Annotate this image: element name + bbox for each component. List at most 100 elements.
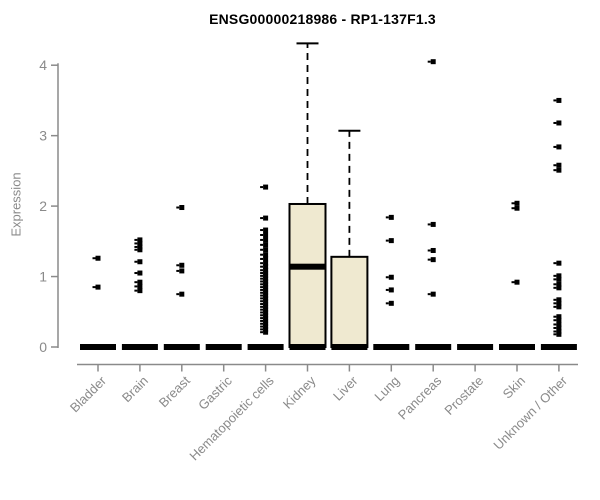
median-line-unknown-other	[540, 344, 577, 350]
outlier-nub	[427, 258, 431, 261]
outlier-point	[388, 287, 394, 293]
box-liver	[330, 255, 369, 349]
outlier-point	[556, 281, 562, 287]
outlier-point	[263, 273, 269, 279]
outlier-point	[556, 97, 562, 103]
outlier-point	[263, 260, 269, 266]
outlier-point	[263, 290, 269, 296]
outlier-nub	[553, 274, 557, 277]
median-line-breast	[163, 344, 200, 350]
outlier-nub	[385, 239, 389, 242]
median-line-pancreas	[415, 344, 452, 350]
outlier-nub	[176, 293, 180, 296]
outlier-nub	[553, 315, 557, 318]
outlier-point	[263, 184, 269, 190]
outlier-nub	[92, 257, 96, 260]
outlier-point	[556, 167, 562, 173]
outlier-point	[556, 276, 562, 282]
outlier-point	[179, 291, 185, 297]
outlier-nub	[553, 323, 557, 326]
outlier-point	[556, 162, 562, 168]
chart-title: ENSG00000218986 - RP1-137F1.3	[209, 11, 436, 27]
outlier-nub	[385, 276, 389, 279]
outlier-nub	[260, 311, 264, 314]
outlier-nub	[427, 223, 431, 226]
outlier-point	[430, 291, 436, 297]
outlier-nub	[385, 288, 389, 291]
outlier-point	[556, 304, 562, 310]
y-tick-label: 1	[39, 268, 47, 284]
outlier-nub	[553, 326, 557, 329]
outlier-point	[263, 326, 269, 332]
outlier-point	[137, 283, 143, 289]
outlier-point	[556, 285, 562, 291]
outlier-nub	[553, 164, 557, 167]
outlier-nub	[553, 305, 557, 308]
x-tick-label-breast: Breast	[156, 373, 193, 410]
outlier-point	[430, 257, 436, 263]
outlier-point	[263, 307, 269, 313]
outlier-point	[556, 260, 562, 266]
outlier-point	[137, 270, 143, 276]
y-tick-label: 3	[39, 128, 47, 144]
outlier-nub	[553, 99, 557, 102]
x-tick-label-pancreas: Pancreas	[395, 373, 445, 423]
median-line-lung	[373, 344, 410, 350]
x-tick-label-lung: Lung	[371, 373, 402, 404]
outlier-nub	[260, 317, 264, 320]
outlier-nub	[553, 319, 557, 322]
outlier-nub	[260, 229, 264, 232]
outlier-nub	[260, 262, 264, 265]
outlier-nub	[553, 286, 557, 289]
outlier-nub	[260, 305, 264, 308]
outlier-point	[556, 120, 562, 126]
outlier-point	[556, 273, 562, 279]
outlier-nub	[260, 308, 264, 311]
outlier-point	[556, 300, 562, 306]
outlier-nub	[511, 281, 515, 284]
outlier-point	[556, 317, 562, 323]
outlier-nub	[553, 121, 557, 124]
outlier-point	[263, 267, 269, 273]
x-tick-label-liver: Liver	[330, 373, 361, 404]
outlier-nub	[134, 238, 138, 241]
outlier-point	[263, 324, 269, 330]
median-line-bladder	[80, 344, 116, 350]
outlier-nub	[427, 60, 431, 63]
outlier-point	[263, 264, 269, 270]
outlier-nub	[260, 328, 264, 331]
outlier-nub	[260, 269, 264, 272]
x-tick-label-bladder: Bladder	[67, 373, 110, 416]
outlier-nub	[260, 238, 264, 241]
outlier-point	[263, 215, 269, 221]
outlier-point	[263, 284, 269, 290]
outlier-nub	[134, 289, 138, 292]
outlier-point	[263, 232, 269, 238]
outlier-nub	[260, 314, 264, 317]
outlier-point	[263, 256, 269, 262]
outlier-nub	[553, 283, 557, 286]
outlier-point	[388, 238, 394, 244]
outlier-point	[263, 276, 269, 282]
outlier-nub	[553, 298, 557, 301]
outlier-point	[263, 298, 269, 304]
outlier-nub	[260, 257, 264, 260]
outlier-point	[263, 237, 269, 243]
outlier-point	[263, 227, 269, 233]
outlier-nub	[260, 288, 264, 291]
outlier-nub	[553, 262, 557, 265]
outlier-point	[388, 214, 394, 220]
outlier-point	[430, 59, 436, 65]
outlier-nub	[260, 319, 264, 322]
outlier-point	[556, 297, 562, 303]
x-tick-label-brain: Brain	[119, 373, 151, 405]
outlier-nub	[260, 186, 264, 189]
outlier-nub	[511, 202, 515, 205]
outlier-point	[556, 325, 562, 331]
outlier-nub	[260, 233, 264, 236]
outlier-nub	[176, 206, 180, 209]
outlier-nub	[260, 286, 264, 289]
outlier-point	[556, 329, 562, 335]
median-line-gastric	[205, 344, 242, 350]
